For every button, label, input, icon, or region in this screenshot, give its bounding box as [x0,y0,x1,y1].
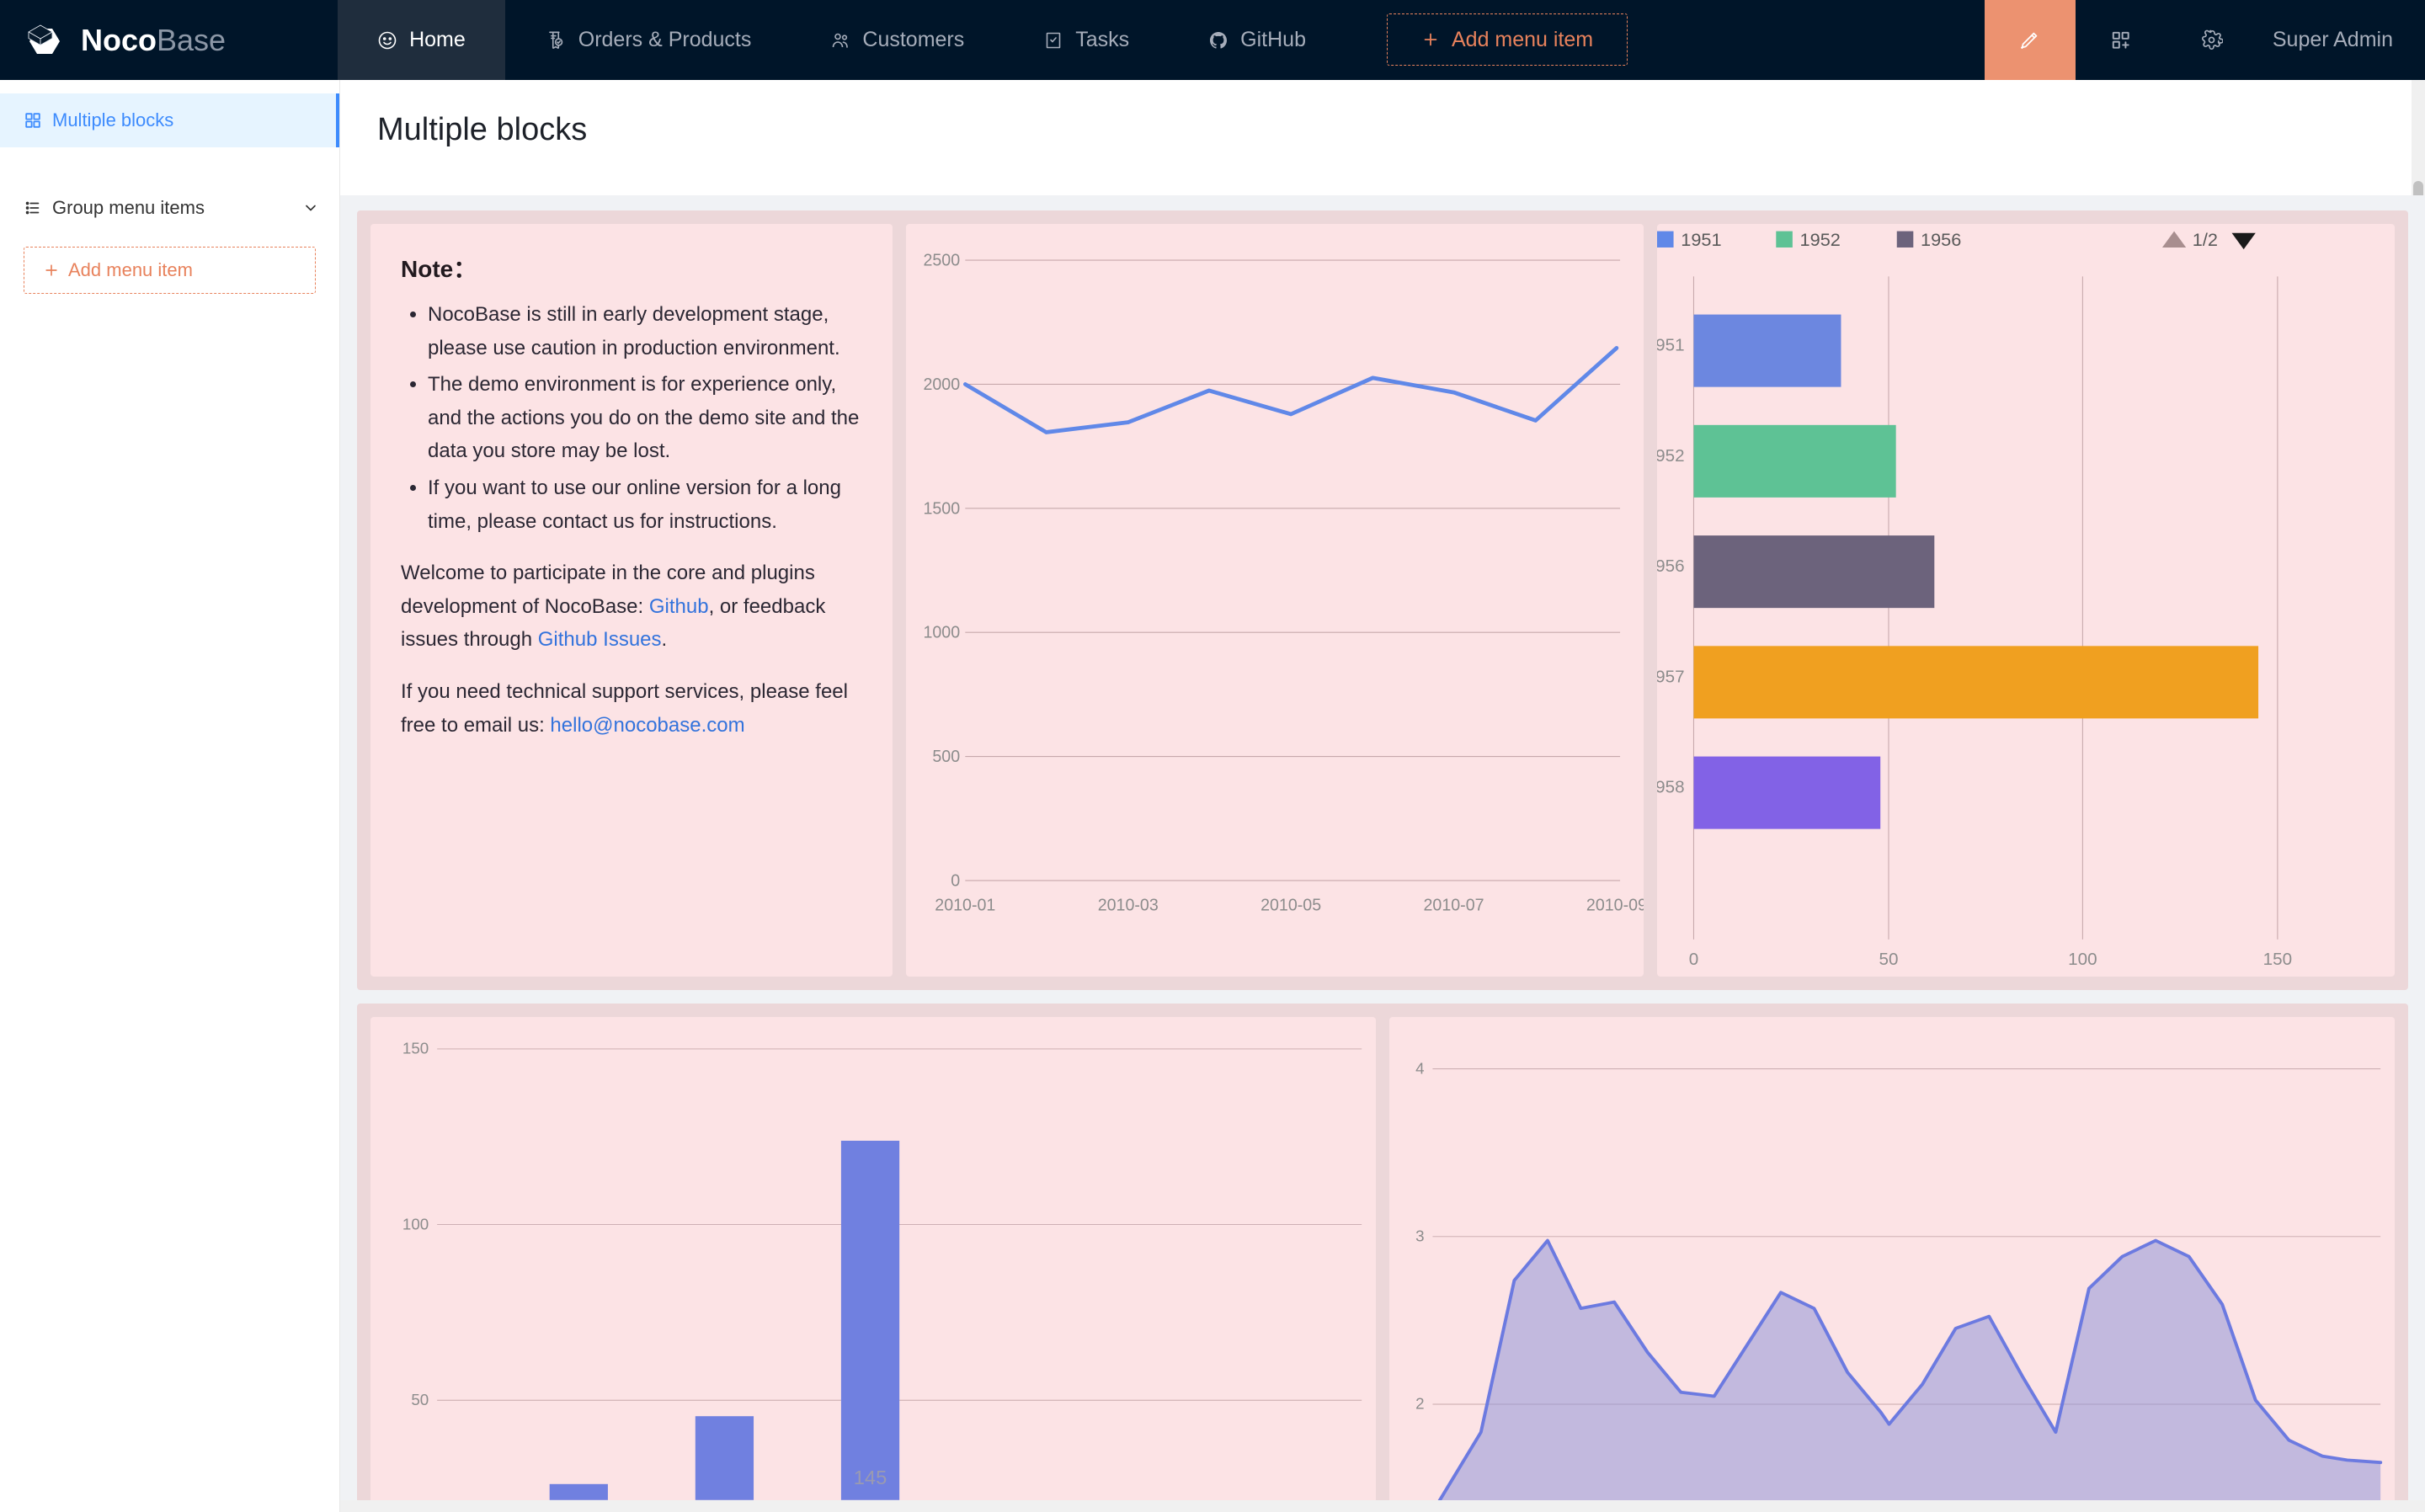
svg-text:2010-03: 2010-03 [1098,896,1159,914]
svg-text:150: 150 [2263,950,2292,969]
svg-text:1000: 1000 [923,623,960,642]
svg-text:1957: 1957 [1657,667,1685,686]
svg-text:1956: 1956 [1657,556,1685,576]
svg-text:50: 50 [411,1391,429,1408]
svg-text:100: 100 [2068,950,2097,969]
svg-text:150: 150 [402,1040,429,1057]
svg-text:4: 4 [1415,1060,1424,1078]
svg-text:1500: 1500 [923,499,960,518]
svg-text:2010-07: 2010-07 [1424,896,1484,914]
svg-text:2010-05: 2010-05 [1260,896,1321,914]
svg-text:1952: 1952 [1657,446,1685,466]
svg-text:2500: 2500 [923,251,960,269]
svg-text:1952: 1952 [1800,229,1841,250]
svg-text:3: 3 [1415,1227,1424,1245]
svg-text:0: 0 [951,871,960,890]
svg-text:50: 50 [1879,950,1898,969]
svg-text:1956: 1956 [1921,229,1961,250]
svg-text:1951: 1951 [1681,229,1721,250]
svg-text:145: 145 [854,1467,887,1488]
svg-text:2010-01: 2010-01 [935,896,995,914]
svg-text:2010-09: 2010-09 [1586,896,1644,914]
svg-text:0: 0 [1689,950,1698,969]
svg-text:2: 2 [1415,1395,1424,1413]
svg-text:2000: 2000 [923,375,960,394]
svg-text:1951: 1951 [1657,336,1685,355]
svg-text:500: 500 [932,748,960,766]
svg-text:1958: 1958 [1657,778,1685,797]
svg-text:1/2: 1/2 [2193,229,2218,250]
svg-text:100: 100 [402,1216,429,1233]
